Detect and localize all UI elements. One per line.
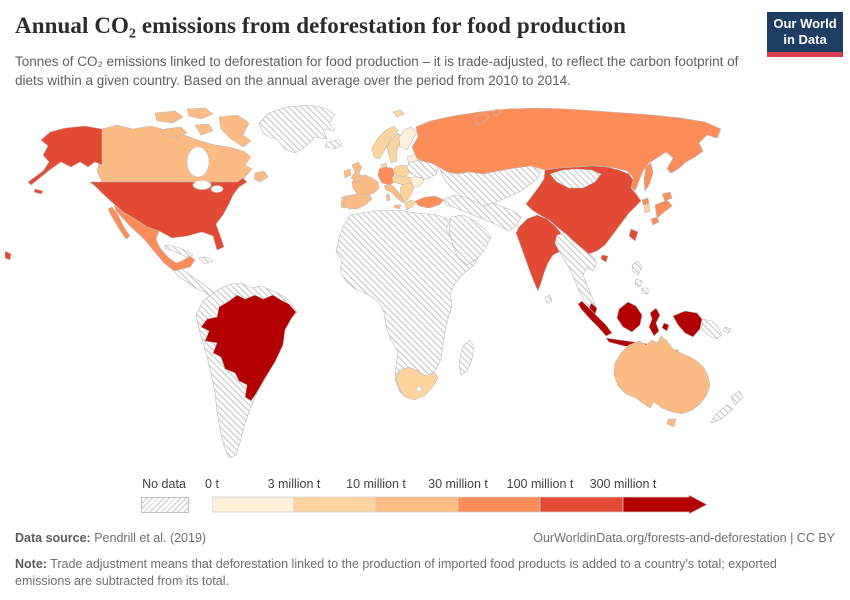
country-north-korea[interactable]	[641, 197, 650, 206]
country-lesotho[interactable]	[416, 386, 422, 392]
country-australia[interactable]	[613, 335, 711, 428]
country-poland[interactable]	[392, 164, 411, 178]
country-ireland[interactable]	[343, 168, 352, 179]
country-brazil[interactable]	[200, 294, 297, 402]
owid-logo-line2: in Data	[783, 32, 827, 47]
legend-tick-label: 300 million t	[589, 477, 657, 491]
country-norway[interactable]	[371, 125, 399, 160]
country-philippines[interactable]	[631, 260, 649, 295]
country-cuba[interactable]	[164, 244, 194, 258]
country-germany[interactable]	[377, 166, 396, 186]
country-new-zealand[interactable]	[710, 390, 744, 424]
data-source-label: Data source:	[15, 531, 91, 545]
owid-logo-text: Our World in Data	[773, 16, 836, 48]
region-balkans[interactable]	[399, 182, 415, 203]
legend-bin-3-10m[interactable]	[293, 496, 377, 513]
owid-logo-line1: Our World	[773, 16, 837, 31]
country-mexico-baja[interactable]	[107, 206, 131, 240]
country-greece[interactable]	[404, 199, 417, 211]
page-title: Annual CO₂ emissions from deforestation …	[15, 13, 627, 38]
region-mainland-southeast-asia[interactable]	[554, 232, 598, 312]
country-finland[interactable]	[398, 126, 418, 151]
owid-logo[interactable]: Our World in Data	[767, 12, 843, 57]
country-russia-sakhalin[interactable]	[643, 162, 654, 192]
footer-note-label: Note:	[15, 557, 47, 571]
legend-tick-label: 0 t	[205, 477, 219, 491]
chart-subtitle: Tonnes of CO₂ emissions linked to defore…	[15, 54, 739, 88]
country-south-africa[interactable]	[395, 366, 439, 401]
country-canada-newfoundland[interactable]	[253, 170, 269, 183]
footer-note: Note: Trade adjustment means that defore…	[15, 556, 805, 590]
country-turkey[interactable]	[414, 195, 445, 209]
region-central-america[interactable]	[173, 268, 218, 300]
great-lakes-east	[210, 185, 224, 193]
legend-bin-30-100m[interactable]	[457, 496, 541, 513]
region-middle-east[interactable]	[443, 194, 522, 232]
data-source: Data source: Pendrill et al. (2019)	[15, 531, 206, 545]
legend-tick-label: 100 million t	[506, 477, 574, 491]
country-spain[interactable]	[344, 193, 373, 210]
country-russia-novaya-zemlya[interactable]	[474, 108, 502, 126]
country-south-korea[interactable]	[643, 204, 651, 214]
footer-url[interactable]: OurWorldinData.org/forests-and-deforesta…	[533, 531, 835, 545]
legend-bin-0-3m[interactable]	[212, 496, 295, 513]
region-arabian-peninsula[interactable]	[448, 214, 492, 266]
country-china-hainan[interactable]	[600, 254, 609, 263]
legend-no-data-swatch[interactable]	[141, 497, 189, 513]
country-madagascar[interactable]	[458, 339, 475, 376]
country-usa-hawaii[interactable]	[5, 250, 12, 261]
country-papua-new-guinea[interactable]	[701, 318, 732, 340]
country-greenland[interactable]	[258, 105, 336, 154]
legend-bin-300m-plus-arrow[interactable]	[622, 495, 708, 514]
footer-note-text: Trade adjustment means that deforestatio…	[15, 557, 777, 588]
data-source-text: Pendrill et al. (2019)	[90, 531, 207, 545]
world-choropleth-map	[5, 105, 744, 459]
great-lakes-west	[192, 180, 212, 190]
country-canada-arctic-islands[interactable]	[154, 107, 252, 148]
legend-bin-100-300m[interactable]	[539, 496, 624, 513]
country-iceland[interactable]	[324, 139, 343, 150]
legend-tick-label: 10 million t	[346, 477, 406, 491]
country-usa-aleutians[interactable]	[33, 188, 44, 195]
legend-no-data-label: No data	[142, 477, 186, 491]
country-hispaniola[interactable]	[198, 256, 214, 265]
country-india[interactable]	[515, 214, 566, 292]
country-japan[interactable]	[650, 191, 673, 226]
legend-color-scale	[212, 495, 708, 514]
country-taiwan[interactable]	[628, 228, 639, 242]
country-mongolia[interactable]	[549, 168, 602, 189]
country-united-kingdom[interactable]	[350, 161, 364, 183]
legend-tick-label: 30 million t	[428, 477, 488, 491]
country-china[interactable]	[525, 165, 642, 255]
country-portugal[interactable]	[340, 195, 347, 209]
country-usa-alaska[interactable]	[27, 125, 103, 186]
country-sri-lanka[interactable]	[544, 294, 553, 304]
hudson-bay	[186, 146, 210, 178]
map-legend: No data 0 t 3 million t 10 million t 30 …	[140, 477, 740, 517]
legend-tick-label: 3 million t	[267, 477, 321, 491]
legend-bin-10-30m[interactable]	[375, 496, 459, 513]
country-norway-svalbard[interactable]	[392, 109, 405, 118]
